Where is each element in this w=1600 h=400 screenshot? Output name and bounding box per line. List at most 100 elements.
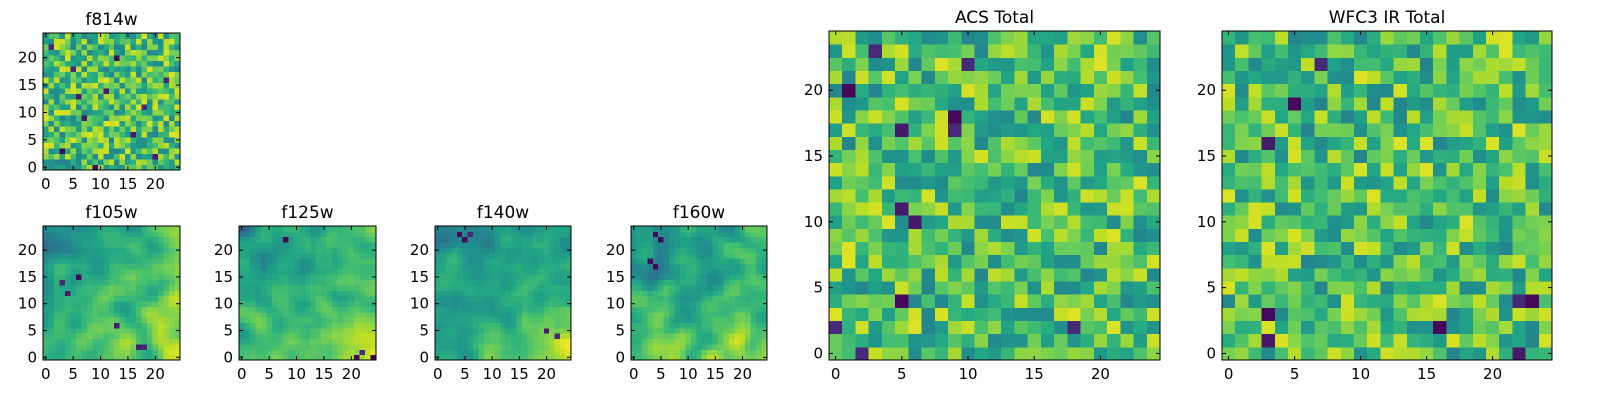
heatmap-cell bbox=[1027, 346, 1042, 361]
heatmap-cell bbox=[921, 57, 936, 71]
heatmap-cell bbox=[75, 82, 82, 89]
heatmap-cell bbox=[674, 290, 681, 297]
heatmap-cell bbox=[505, 306, 512, 313]
heatmap-cell bbox=[266, 333, 273, 340]
heatmap-cell bbox=[130, 236, 137, 243]
heatmap-cell bbox=[332, 322, 339, 329]
heatmap-cell bbox=[652, 354, 659, 361]
heatmap-cell bbox=[669, 263, 676, 270]
heatmap-cell bbox=[456, 236, 463, 243]
heatmap-cell bbox=[174, 104, 181, 111]
heatmap-cell bbox=[961, 70, 976, 85]
heatmap-cell bbox=[70, 120, 77, 127]
heatmap-cell bbox=[494, 295, 501, 302]
heatmap-cell bbox=[739, 306, 746, 313]
heatmap-cell bbox=[354, 327, 361, 334]
x-tick-label: 0 bbox=[433, 365, 443, 383]
heatmap-cell bbox=[125, 60, 132, 67]
heatmap-cell bbox=[522, 284, 528, 291]
heatmap-cell bbox=[881, 307, 896, 322]
heatmap-cell bbox=[1133, 281, 1148, 295]
heatmap-cell bbox=[974, 123, 989, 137]
heatmap-cell bbox=[75, 43, 82, 50]
heatmap-cell bbox=[130, 306, 137, 313]
y-tick-label: 20 bbox=[1197, 81, 1216, 99]
heatmap-cell bbox=[59, 327, 66, 334]
heatmap-cell bbox=[108, 226, 115, 232]
heatmap-cell bbox=[1472, 294, 1487, 308]
heatmap-cell bbox=[1512, 31, 1527, 45]
heatmap-cell bbox=[1380, 175, 1395, 190]
heatmap-cell bbox=[97, 71, 104, 78]
heatmap-cell bbox=[1014, 307, 1029, 322]
heatmap-cell bbox=[1222, 57, 1236, 71]
heatmap-cell bbox=[1261, 149, 1276, 164]
heatmap-cell bbox=[119, 268, 126, 275]
heatmap-cell bbox=[326, 231, 333, 238]
heatmap-cell bbox=[141, 148, 148, 155]
heatmap-cell bbox=[1525, 31, 1540, 45]
heatmap-cell bbox=[483, 338, 490, 345]
heatmap-cell bbox=[119, 349, 126, 356]
heatmap-cell bbox=[92, 153, 99, 160]
heatmap-cell bbox=[1525, 188, 1540, 203]
heatmap-cell bbox=[881, 188, 896, 203]
heatmap-cell bbox=[59, 54, 66, 61]
heatmap-cell bbox=[1288, 202, 1302, 216]
heatmap-cell bbox=[1525, 96, 1540, 111]
heatmap-cell bbox=[310, 247, 317, 254]
heatmap-cell bbox=[745, 338, 752, 345]
heatmap-cell bbox=[921, 281, 936, 295]
heatmap-cell bbox=[1327, 57, 1342, 71]
heatmap-cell bbox=[299, 295, 306, 302]
heatmap-cell bbox=[1080, 149, 1095, 164]
heatmap-cell bbox=[114, 231, 121, 238]
heatmap-cell bbox=[652, 327, 659, 334]
heatmap-cell bbox=[456, 354, 463, 361]
heatmap-cell bbox=[1525, 202, 1540, 216]
x-tick-label: 5 bbox=[68, 175, 78, 193]
heatmap-cell bbox=[1067, 70, 1082, 85]
heatmap-cell bbox=[895, 109, 909, 124]
heatmap-cell bbox=[522, 306, 528, 313]
plot-frame-f814w bbox=[42, 32, 181, 171]
heatmap-cell bbox=[158, 142, 165, 149]
heatmap-cell bbox=[1120, 83, 1135, 98]
heatmap-cell bbox=[1486, 136, 1500, 150]
heatmap-cell bbox=[1235, 83, 1249, 98]
heatmap-cell bbox=[554, 354, 561, 361]
heatmap-cell bbox=[365, 349, 372, 356]
heatmap-cell bbox=[114, 126, 121, 133]
y-tick-label: 20 bbox=[18, 49, 37, 67]
heatmap-cell bbox=[1393, 215, 1408, 229]
heatmap-cell bbox=[315, 338, 322, 345]
heatmap-cell bbox=[1093, 83, 1108, 98]
y-tick-label: 5 bbox=[615, 322, 625, 340]
heatmap-cell bbox=[1367, 346, 1381, 361]
heatmap-cell bbox=[505, 349, 512, 356]
heatmap-cell bbox=[332, 317, 339, 323]
heatmap-cell bbox=[1512, 346, 1527, 361]
heatmap-cell bbox=[756, 338, 763, 345]
heatmap-cell bbox=[244, 322, 251, 329]
heatmap-cell bbox=[277, 274, 284, 281]
heatmap-cell bbox=[1420, 202, 1434, 216]
heatmap-cell bbox=[136, 131, 143, 138]
heatmap-cell bbox=[538, 274, 545, 281]
heatmap-cell bbox=[1222, 83, 1236, 98]
heatmap-cell bbox=[636, 311, 643, 318]
heatmap-cell bbox=[745, 274, 752, 281]
heatmap-cell bbox=[1499, 294, 1513, 308]
heatmap-cell bbox=[260, 252, 267, 259]
heatmap-cell bbox=[1327, 333, 1342, 348]
heatmap-cell bbox=[522, 322, 528, 329]
heatmap-cell bbox=[445, 242, 452, 248]
heatmap-cell bbox=[163, 252, 170, 259]
heatmap-cell bbox=[1406, 188, 1421, 203]
heatmap-cell bbox=[1301, 149, 1315, 164]
heatmap-cell bbox=[641, 268, 648, 275]
heatmap-cell bbox=[505, 236, 512, 243]
heatmap-cell bbox=[679, 258, 686, 265]
heatmap-cell bbox=[81, 131, 88, 138]
heatmap-cell bbox=[114, 65, 121, 72]
